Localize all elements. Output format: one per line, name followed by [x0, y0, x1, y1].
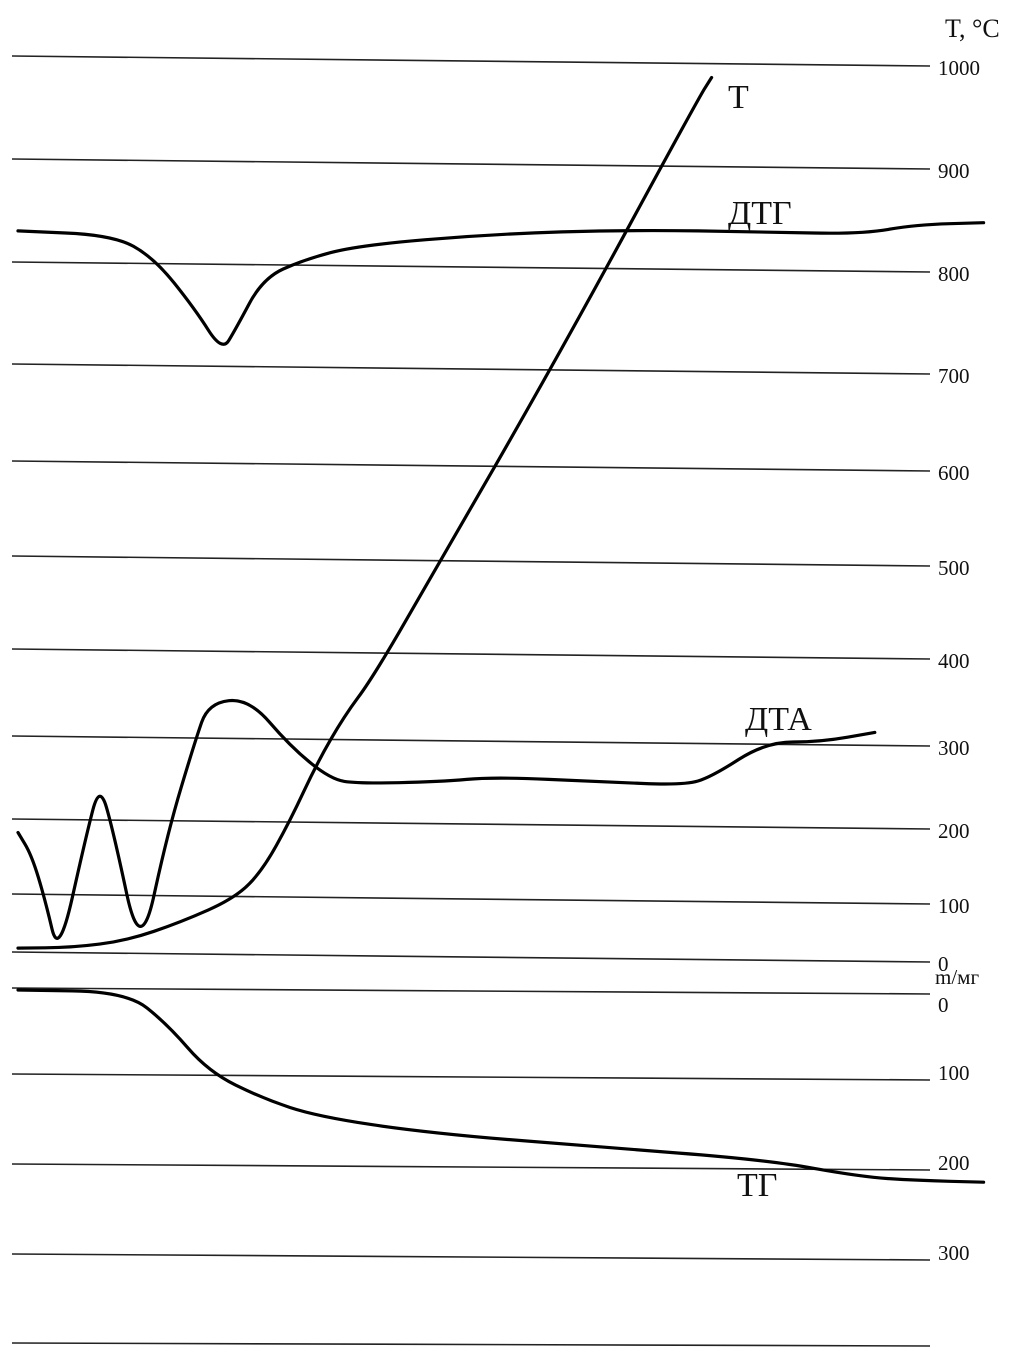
temperature-gridline: [11, 951, 931, 963]
mass-gridline: [11, 1163, 931, 1171]
temperature-gridline: [11, 648, 931, 660]
gridlines: [11, 55, 931, 1347]
temperature-gridline: [11, 555, 931, 567]
series-label: ДТГ: [728, 195, 792, 232]
temperature-gridline: [11, 55, 931, 67]
mass-tick-label: 300: [938, 1241, 970, 1265]
series-label: ДТА: [745, 701, 812, 738]
curve-dtg: [16, 221, 986, 346]
mass-tick-label: 100: [938, 1061, 970, 1085]
mass-gridline: [11, 1073, 931, 1081]
temperature-gridline: [11, 460, 931, 472]
tick-labels: 1000900800700600500400300200100001002003…: [938, 56, 980, 1265]
temperature-gridline: [11, 363, 931, 375]
temperature-axis-title: T, °C: [945, 14, 1000, 43]
mass-axis-title: m/мг: [935, 965, 979, 989]
temperature-gridline: [11, 818, 931, 830]
bottom-gridline: [11, 1342, 931, 1347]
temperature-tick-label: 300: [938, 736, 970, 760]
series-label: T: [728, 79, 749, 116]
curves: [16, 75, 986, 1184]
temperature-tick-label: 800: [938, 262, 970, 286]
curve-dta: [16, 698, 877, 940]
curve-labels: T ДТГ ДТА ТГ: [728, 79, 812, 1204]
mass-gridline: [11, 1253, 931, 1261]
temperature-tick-label: 400: [938, 649, 970, 673]
mass-tick-label: 0: [938, 993, 949, 1017]
temperature-gridline: [11, 261, 931, 273]
curve-tg: [16, 988, 986, 1184]
temperature-tick-label: 900: [938, 159, 970, 183]
temperature-gridline: [11, 893, 931, 905]
mass-gridline: [11, 987, 931, 995]
mass-tick-label: 200: [938, 1151, 970, 1175]
temperature-tick-label: 0: [938, 952, 949, 976]
curve-t: [16, 75, 714, 950]
temperature-tick-label: 500: [938, 556, 970, 580]
temperature-tick-label: 1000: [938, 56, 980, 80]
temperature-gridline: [11, 158, 931, 170]
temperature-tick-label: 100: [938, 894, 970, 918]
series-label: ТГ: [737, 1167, 777, 1204]
temperature-tick-label: 600: [938, 461, 970, 485]
temperature-tick-label: 200: [938, 819, 970, 843]
temperature-tick-label: 700: [938, 364, 970, 388]
